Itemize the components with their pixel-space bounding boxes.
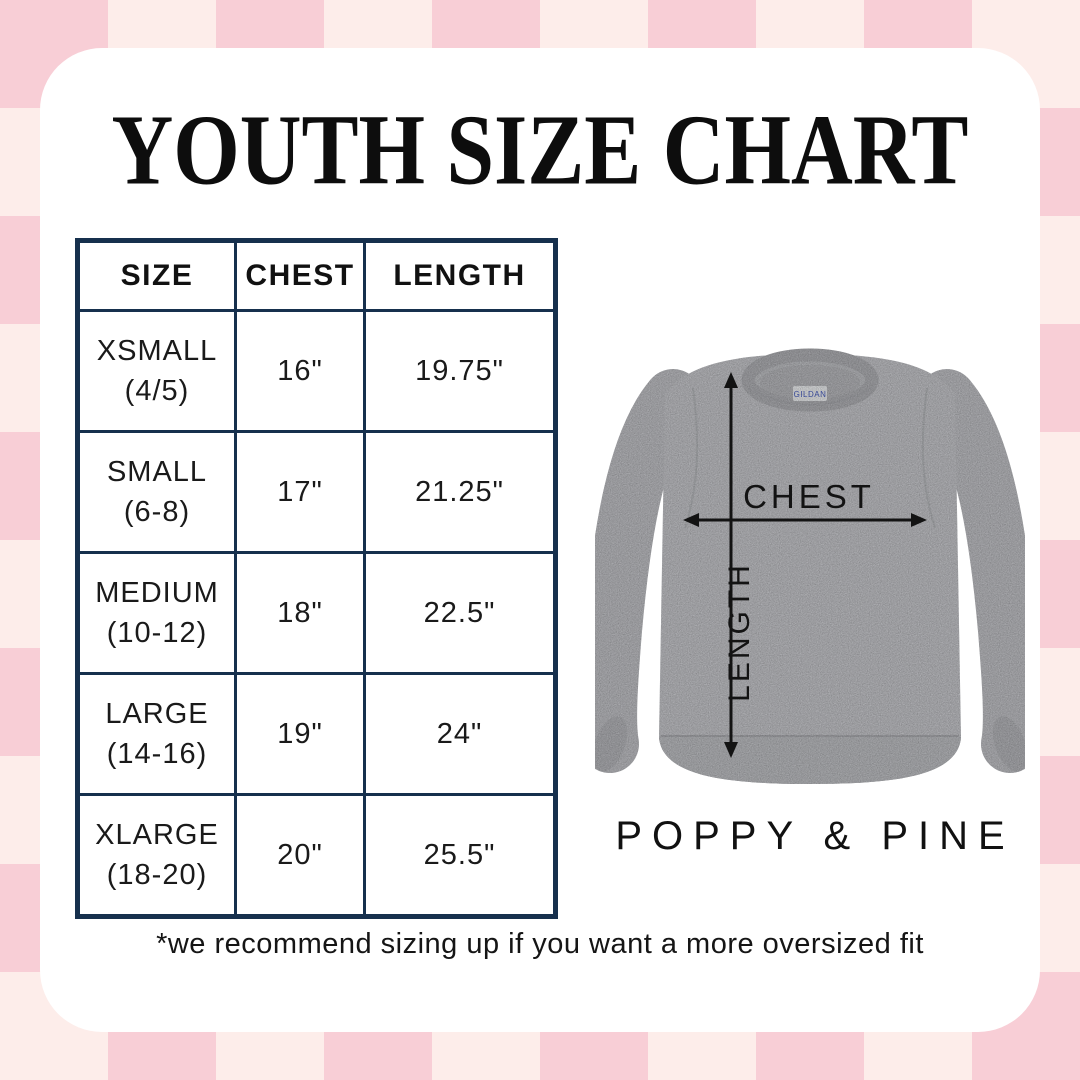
length-cell: 22.5" (363, 551, 557, 675)
size-cell: LARGE (14-16) (76, 672, 237, 796)
size-cell: SMALL (6-8) (76, 430, 237, 554)
right-cuff (992, 716, 1025, 772)
chest-cell: 18" (234, 551, 366, 675)
table-row: XLARGE (18-20) 20" 25.5" (76, 793, 557, 918)
chest-cell: 20" (234, 793, 366, 918)
right-sleeve (918, 369, 1025, 773)
size-range: (14-16) (106, 738, 208, 770)
chest-cell: 17" (234, 430, 366, 554)
table-row: SMALL (6-8) 17" 21.25" (76, 430, 557, 554)
footnote: *we recommend sizing up if you want a mo… (156, 928, 924, 960)
brand-name: POPPY & PINE (615, 814, 1015, 858)
left-armhole-seam (684, 387, 699, 529)
length-measure-label: LENGTH (723, 562, 756, 702)
length-cell: 24" (363, 672, 557, 796)
page-title: YOUTH SIZE CHART (111, 95, 969, 206)
sweatshirt-image: GILDAN (595, 348, 1025, 784)
length-cell: 19.75" (363, 309, 557, 433)
collar-seam (747, 387, 873, 406)
body (659, 354, 961, 784)
size-chart-card: YOUTH SIZE CHART SIZE CHEST LENGTH XSMAL… (40, 48, 1040, 1032)
chest-cell: 16" (234, 309, 366, 433)
hem-rib (659, 736, 961, 784)
chest-measure-label: CHEST (743, 478, 875, 515)
size-name: SMALL (106, 455, 208, 488)
chest-cell: 19" (234, 672, 366, 796)
col-header-size: SIZE (76, 239, 237, 312)
table-header-row: SIZE CHEST LENGTH (76, 239, 557, 312)
size-table: SIZE CHEST LENGTH XSMALL (4/5) 16" 19.75… (75, 238, 558, 919)
size-range: (4/5) (124, 375, 190, 407)
length-cell: 21.25" (363, 430, 557, 554)
left-sleeve (595, 369, 702, 773)
right-armhole-seam (921, 387, 936, 529)
left-cuff (595, 716, 628, 772)
measurement-arrows: CHEST LENGTH (683, 372, 927, 758)
sweatshirt-diagram: GILDAN CHEST LENGTH (595, 348, 1025, 784)
col-header-chest: CHEST (234, 239, 366, 312)
length-cell: 25.5" (363, 793, 557, 918)
size-range: (6-8) (123, 496, 191, 528)
length-arrowhead-down (724, 742, 738, 758)
size-cell: XSMALL (4/5) (76, 309, 237, 433)
size-name: MEDIUM (95, 576, 219, 609)
table-row: LARGE (14-16) 19" 24" (76, 672, 557, 796)
size-name: XSMALL (96, 334, 218, 367)
size-range: (10-12) (106, 617, 208, 649)
length-arrowhead-up (724, 372, 738, 388)
size-name: XLARGE (95, 818, 219, 851)
table-row: MEDIUM (10-12) 18" 22.5" (76, 551, 557, 675)
size-cell: XLARGE (18-20) (76, 793, 237, 918)
size-range: (18-20) (106, 859, 208, 891)
chest-arrowhead-right (911, 513, 927, 527)
collar-opening (760, 365, 860, 399)
collar-tag-text: GILDAN (794, 390, 827, 399)
table-row: XSMALL (4/5) 16" 19.75" (76, 309, 557, 433)
size-cell: MEDIUM (10-12) (76, 551, 237, 675)
collar-tag (793, 386, 827, 401)
size-name: LARGE (105, 697, 209, 730)
col-header-length: LENGTH (363, 239, 557, 312)
chest-arrowhead-left (683, 513, 699, 527)
